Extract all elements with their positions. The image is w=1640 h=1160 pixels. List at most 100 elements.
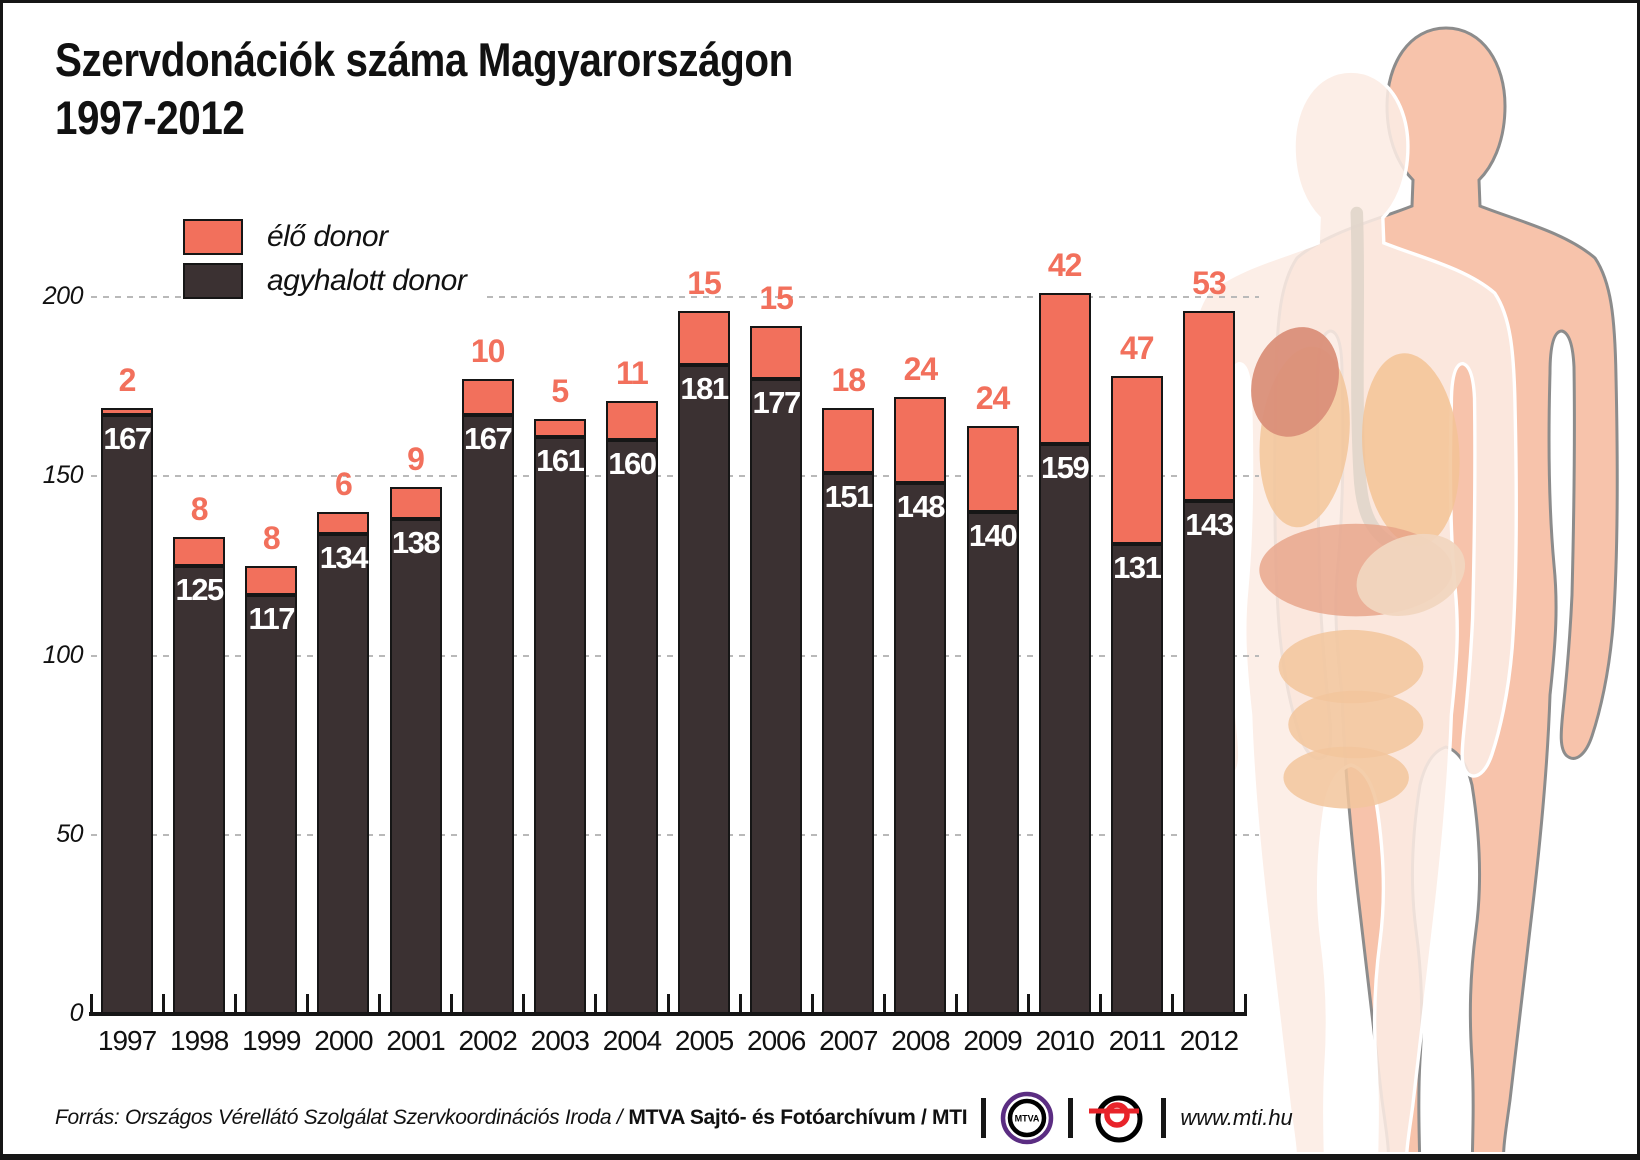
bar-segment-living-2001 <box>389 487 442 520</box>
bar-value-deceased-2006: 177 <box>752 385 802 421</box>
bar-value-deceased-2001: 138 <box>391 525 441 561</box>
x-axis-tick <box>1027 994 1031 1014</box>
bar-segment-deceased-2004 <box>605 440 658 1014</box>
x-axis-label-2007: 2007 <box>819 1025 878 1056</box>
page-title: Szervdonációk száma Magyarországon 1997-… <box>55 31 793 147</box>
bar-value-deceased-2010: 159 <box>1041 449 1090 485</box>
svg-text:MTVA: MTVA <box>1015 1114 1040 1124</box>
bar-value-deceased-2012: 143 <box>1185 507 1234 543</box>
bar-value-deceased-2003: 161 <box>536 442 585 478</box>
intestine-icon <box>1283 746 1409 809</box>
x-axis-tick <box>738 994 742 1014</box>
x-axis-tick <box>89 994 93 1014</box>
bar-segment-deceased-2002 <box>461 415 514 1014</box>
bar-segment-deceased-2010 <box>1038 443 1091 1014</box>
intestine-icon <box>1278 629 1424 704</box>
x-axis-tick <box>233 994 237 1014</box>
bar-value-living-2009: 24 <box>975 380 1011 417</box>
bar-segment-deceased-2008 <box>894 483 947 1014</box>
bar-value-living-2002: 10 <box>470 333 506 370</box>
y-axis-label-50: 50 <box>56 819 83 848</box>
bar-segment-deceased-2009 <box>966 512 1019 1014</box>
x-axis-label-2010: 2010 <box>1035 1025 1095 1056</box>
bar-segment-living-2000 <box>317 512 370 534</box>
bar-segment-living-2004 <box>605 400 658 441</box>
x-axis-tick <box>810 994 814 1014</box>
gridline-50 <box>91 833 1259 836</box>
x-axis-label-2006: 2006 <box>747 1025 806 1056</box>
x-axis-label-2009: 2009 <box>963 1025 1022 1056</box>
x-axis-tick <box>161 994 165 1014</box>
bar-value-deceased-2009: 140 <box>968 518 1018 554</box>
bar-segment-living-2008 <box>894 397 947 484</box>
y-axis-label-0: 0 <box>69 999 84 1027</box>
bar-value-living-2000: 6 <box>334 466 353 503</box>
bar-value-deceased-1997: 167 <box>103 421 152 457</box>
human-body-illustration <box>1184 26 1619 1152</box>
legend-label-living: élő donor <box>267 220 388 253</box>
x-axis-tick <box>882 994 886 1014</box>
bar-segment-living-1997 <box>101 408 153 416</box>
source-text-bold: MTVA Sajtó- és Fotóarchívum / MTI <box>628 1106 968 1129</box>
x-axis-tick <box>666 994 670 1014</box>
x-axis-tick <box>522 994 526 1014</box>
gridline-150 <box>91 475 1259 478</box>
bar-value-living-2005: 15 <box>687 265 722 302</box>
x-axis-tick <box>305 994 309 1014</box>
x-axis-tick <box>378 994 381 1014</box>
bar-value-living-2010: 42 <box>1047 247 1083 284</box>
bar-segment-deceased-1998 <box>173 565 226 1014</box>
title-line-2: 1997-2012 <box>55 91 245 144</box>
y-axis-label-200: 200 <box>42 282 84 310</box>
lung-right-icon <box>1362 353 1460 546</box>
x-axis-line <box>89 1012 1247 1016</box>
bar-segment-deceased-2000 <box>317 533 370 1014</box>
x-axis-label-2008: 2008 <box>891 1025 950 1056</box>
bar-segment-living-2012 <box>1182 311 1235 502</box>
gridline-200 <box>91 296 1259 298</box>
bar-segment-deceased-2005 <box>678 365 730 1014</box>
bar-value-deceased-1998: 125 <box>175 571 225 607</box>
bar-segment-living-1998 <box>173 537 226 566</box>
bar-segment-living-2007 <box>822 408 875 473</box>
legend: élő donor agyhalott donor <box>183 217 485 305</box>
bar-segment-deceased-2003 <box>533 436 586 1014</box>
title-line-1: Szervdonációk száma Magyarországon <box>55 33 793 86</box>
organs <box>1251 206 1466 809</box>
bar-segment-living-2005 <box>678 311 730 366</box>
bar-value-deceased-2004: 160 <box>608 446 657 482</box>
bar-segment-living-1999 <box>245 565 298 595</box>
bar-value-living-1998: 8 <box>190 491 209 528</box>
bar-segment-living-2011 <box>1110 375 1163 545</box>
bar-value-living-2004: 11 <box>615 354 649 391</box>
intestine-icon <box>1288 690 1424 759</box>
bar-segment-living-2009 <box>966 426 1019 513</box>
footer-divider <box>1161 1098 1167 1138</box>
x-axis-label-1997: 1997 <box>97 1025 157 1056</box>
footer-divider <box>1068 1098 1074 1138</box>
legend-item-deceased: agyhalott donor <box>183 261 485 301</box>
x-axis-label-2003: 2003 <box>530 1025 590 1056</box>
x-axis-label-2000: 2000 <box>314 1025 373 1056</box>
bar-segment-living-2006 <box>750 325 803 380</box>
y-axis-label-150: 150 <box>42 461 84 490</box>
footer-divider <box>981 1098 987 1138</box>
bar-value-deceased-2008: 148 <box>896 489 946 525</box>
bar-segment-deceased-2012 <box>1182 501 1235 1014</box>
x-axis-label-2012: 2012 <box>1179 1025 1239 1056</box>
x-axis-label-1999: 1999 <box>242 1025 301 1056</box>
bar-value-deceased-2000: 134 <box>319 539 369 575</box>
liver-icon <box>1251 327 1339 437</box>
bar-value-deceased-2007: 151 <box>824 478 874 514</box>
bar-value-living-2006: 15 <box>759 279 794 316</box>
bar-value-deceased-2011: 131 <box>1113 550 1162 586</box>
y-axis-label-100: 100 <box>42 640 84 669</box>
bar-segment-living-2002 <box>461 379 514 416</box>
gridline-100 <box>91 654 1259 657</box>
x-axis-tick <box>1099 994 1103 1014</box>
footer: Forrás: Országos Vérellátó Szolgálat Sze… <box>55 1091 1293 1145</box>
bar-segment-deceased-1997 <box>101 415 153 1014</box>
website-url: www.mti.hu <box>1180 1105 1293 1130</box>
source-text: Forrás: Országos Vérellátó Szolgálat Sze… <box>55 1106 623 1129</box>
